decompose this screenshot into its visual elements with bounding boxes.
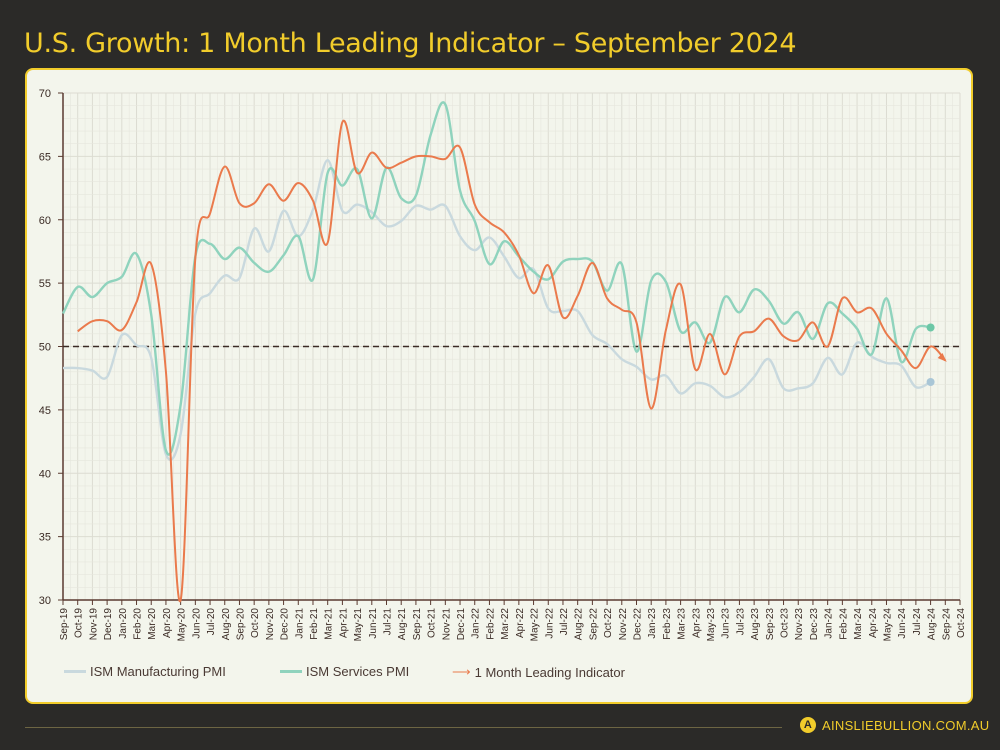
x-tick-label: Sep-20 bbox=[235, 608, 246, 641]
x-tick-label: Oct-21 bbox=[427, 608, 438, 638]
x-tick-label: Dec-21 bbox=[456, 608, 467, 641]
x-tick-label: Feb-22 bbox=[485, 608, 496, 640]
x-tick-label: Mar-24 bbox=[853, 608, 864, 640]
x-tick-label: Apr-20 bbox=[162, 608, 173, 638]
x-tick-label: Jun-22 bbox=[544, 608, 555, 639]
x-tick-label: Oct-23 bbox=[780, 608, 791, 638]
x-tick-label: Apr-24 bbox=[868, 608, 879, 638]
y-tick-label: 70 bbox=[39, 88, 51, 100]
y-tick-label: 55 bbox=[39, 278, 51, 290]
legend-label: ISM Services PMI bbox=[306, 664, 410, 679]
x-tick-label: Nov-19 bbox=[88, 608, 99, 641]
x-tick-label: Apr-22 bbox=[515, 608, 526, 638]
legend-item-services: ISM Services PMI bbox=[280, 664, 409, 679]
brand-logo[interactable]: A AINSLIEBULLION.COM.AU bbox=[800, 717, 989, 733]
endpoint-marker-manufacturing bbox=[926, 377, 935, 386]
x-tick-label: Sep-24 bbox=[941, 608, 952, 641]
legend-label: 1 Month Leading Indicator bbox=[474, 664, 625, 680]
x-tick-label: Jul-20 bbox=[206, 608, 217, 636]
x-tick-label: Jan-23 bbox=[647, 608, 658, 639]
x-tick-label: Jul-24 bbox=[912, 608, 923, 636]
x-tick-label: Aug-20 bbox=[221, 608, 232, 641]
x-tick-label: May-23 bbox=[706, 608, 717, 642]
y-tick-label: 35 bbox=[39, 532, 51, 544]
x-tick-label: Oct-20 bbox=[250, 608, 261, 638]
x-tick-label: Jan-22 bbox=[471, 608, 482, 639]
x-tick-label: Feb-20 bbox=[133, 608, 144, 640]
x-tick-label: Jan-21 bbox=[294, 608, 305, 639]
x-tick-label: Sep-19 bbox=[59, 608, 70, 641]
page-title: U.S. Growth: 1 Month Leading Indicator –… bbox=[24, 28, 797, 59]
legend-swatch bbox=[280, 670, 302, 673]
x-tick-label: May-21 bbox=[353, 608, 364, 642]
y-tick-label: 50 bbox=[39, 342, 51, 354]
x-tick-label: Mar-22 bbox=[500, 608, 511, 640]
ainslie-logo-icon: A bbox=[800, 717, 816, 733]
brand-url: AINSLIEBULLION.COM.AU bbox=[822, 717, 990, 733]
endpoint-marker-services bbox=[926, 323, 935, 332]
x-tick-label: Jun-23 bbox=[721, 608, 732, 639]
x-tick-label: Feb-23 bbox=[662, 608, 673, 640]
x-tick-label: Sep-22 bbox=[588, 608, 599, 641]
x-tick-label: Nov-22 bbox=[618, 608, 629, 641]
arrow-icon: ⟶ bbox=[452, 664, 471, 679]
x-tick-label: Feb-24 bbox=[838, 608, 849, 640]
x-tick-label: Nov-21 bbox=[441, 608, 452, 641]
y-tick-label: 40 bbox=[39, 468, 51, 480]
series-line-manufacturing bbox=[62, 158, 932, 461]
y-tick-label: 65 bbox=[39, 151, 51, 163]
y-tick-label: 45 bbox=[39, 405, 51, 417]
x-tick-label: Nov-23 bbox=[794, 608, 805, 641]
x-tick-label: Jan-24 bbox=[824, 608, 835, 639]
legend-label: ISM Manufacturing PMI bbox=[90, 664, 226, 679]
x-tick-label: Apr-23 bbox=[691, 608, 702, 638]
x-tick-label: Dec-23 bbox=[809, 608, 820, 641]
x-tick-label: Feb-21 bbox=[309, 608, 320, 640]
x-tick-label: Aug-23 bbox=[750, 608, 761, 641]
x-tick-label: Dec-22 bbox=[632, 608, 643, 641]
x-tick-label: Mar-21 bbox=[324, 608, 335, 640]
y-tick-label: 60 bbox=[39, 215, 51, 227]
legend-item-manufacturing: ISM Manufacturing PMI bbox=[64, 664, 226, 679]
x-tick-label: May-20 bbox=[177, 608, 188, 642]
x-tick-label: Aug-24 bbox=[927, 608, 938, 641]
x-tick-label: Sep-21 bbox=[412, 608, 423, 641]
x-tick-label: Dec-20 bbox=[280, 608, 291, 641]
x-tick-label: Jun-21 bbox=[368, 608, 379, 639]
x-tick-label: Jul-22 bbox=[559, 608, 570, 636]
x-tick-label: Jun-24 bbox=[897, 608, 908, 639]
x-tick-label: Mar-20 bbox=[147, 608, 158, 640]
x-tick-label: Nov-20 bbox=[265, 608, 276, 641]
footer-divider bbox=[25, 727, 782, 728]
x-tick-label: Jul-23 bbox=[735, 608, 746, 636]
y-tick-label: 30 bbox=[39, 595, 51, 607]
x-tick-label: Aug-21 bbox=[397, 608, 408, 641]
x-tick-label: Sep-23 bbox=[765, 608, 776, 641]
x-tick-label: Dec-19 bbox=[103, 608, 114, 641]
x-tick-label: May-22 bbox=[530, 608, 541, 642]
x-tick-label: Mar-23 bbox=[677, 608, 688, 640]
legend-item-leading-indicator: ⟶ 1 Month Leading Indicator bbox=[452, 664, 625, 680]
arrow-head-icon bbox=[937, 352, 947, 362]
x-tick-label: May-24 bbox=[882, 608, 893, 642]
x-tick-label: Jun-20 bbox=[191, 608, 202, 639]
x-tick-label: Oct-24 bbox=[956, 608, 967, 638]
x-tick-label: Apr-21 bbox=[338, 608, 349, 638]
x-tick-label: Aug-22 bbox=[574, 608, 585, 641]
x-tick-label: Jan-20 bbox=[118, 608, 129, 639]
series-line-leading-indicator bbox=[77, 119, 947, 603]
legend-swatch bbox=[64, 670, 86, 673]
x-tick-label: Oct-19 bbox=[74, 608, 85, 638]
x-tick-label: Oct-22 bbox=[603, 608, 614, 638]
x-tick-label: Jul-21 bbox=[383, 608, 394, 636]
